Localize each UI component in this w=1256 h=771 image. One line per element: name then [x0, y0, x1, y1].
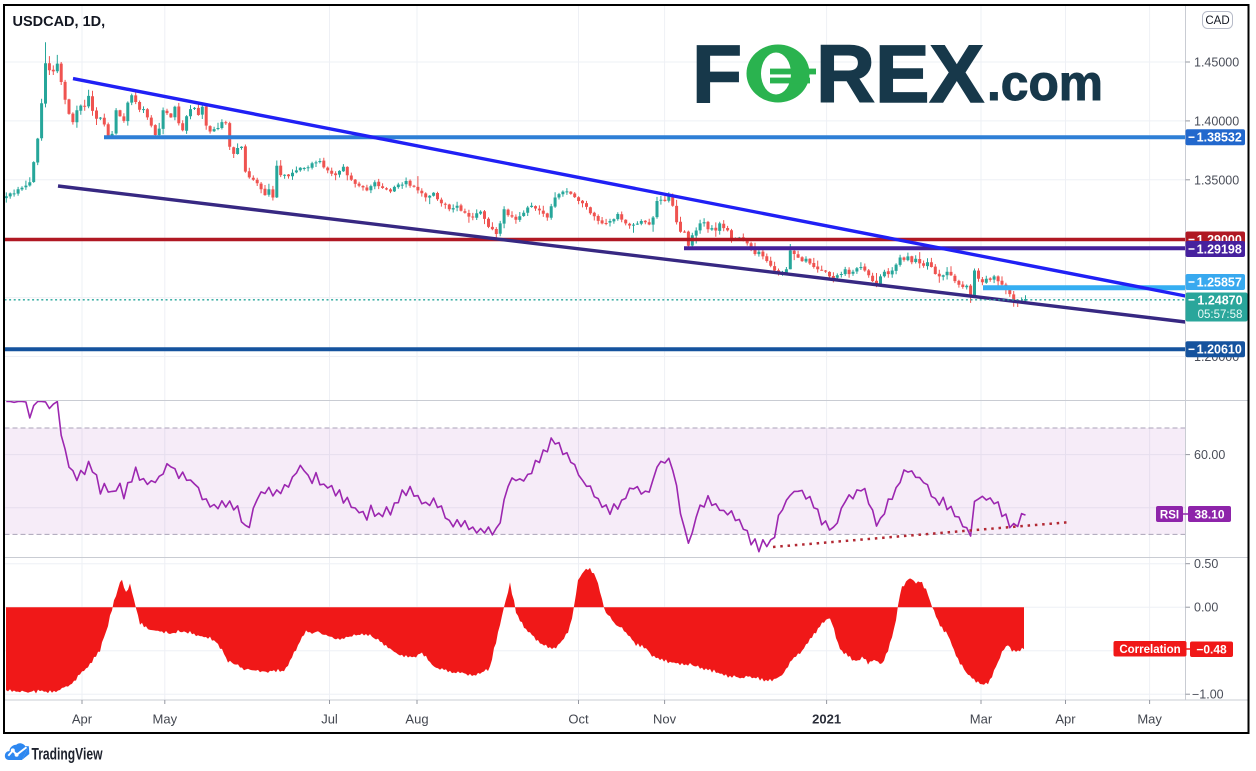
svg-text:CAD: CAD [1205, 15, 1229, 27]
svg-text:Mar: Mar [970, 712, 993, 727]
svg-text:2021: 2021 [812, 712, 841, 727]
svg-text:May: May [153, 712, 178, 727]
svg-text:60.00: 60.00 [1194, 448, 1225, 462]
svg-text:Jul: Jul [321, 712, 338, 727]
svg-text:Apr: Apr [1055, 712, 1076, 727]
svg-text:0.00: 0.00 [1194, 601, 1218, 615]
svg-text:.com: .com [987, 55, 1103, 111]
svg-text:F: F [692, 29, 740, 120]
svg-text:Correlation: Correlation [1119, 644, 1180, 656]
svg-text:1.38532: 1.38532 [1197, 131, 1242, 145]
svg-text:1.20610: 1.20610 [1197, 343, 1242, 357]
svg-text:USDCAD, 1D,: USDCAD, 1D, [13, 14, 106, 30]
svg-text:0.50: 0.50 [1194, 557, 1218, 571]
svg-text:TradingView: TradingView [32, 745, 104, 764]
svg-text:Nov: Nov [653, 712, 677, 727]
svg-text:Apr: Apr [72, 712, 93, 727]
svg-text:RSI: RSI [1160, 509, 1179, 521]
svg-text:1.45000: 1.45000 [1194, 56, 1239, 70]
svg-text:05:57:58: 05:57:58 [1198, 309, 1243, 321]
svg-text:1.40000: 1.40000 [1194, 114, 1239, 128]
svg-text:38.10: 38.10 [1194, 507, 1224, 521]
svg-text:1.24870: 1.24870 [1197, 293, 1242, 307]
svg-text:May: May [1137, 712, 1162, 727]
svg-text:Aug: Aug [405, 712, 428, 727]
svg-text:1.29198: 1.29198 [1197, 242, 1242, 256]
svg-text:REX: REX [816, 29, 984, 120]
svg-text:1.35000: 1.35000 [1194, 173, 1239, 187]
svg-text:−1.00: −1.00 [1192, 688, 1224, 702]
svg-text:−0.48: −0.48 [1196, 642, 1227, 656]
svg-text:Oct: Oct [568, 712, 589, 727]
svg-text:1.25857: 1.25857 [1197, 275, 1242, 289]
